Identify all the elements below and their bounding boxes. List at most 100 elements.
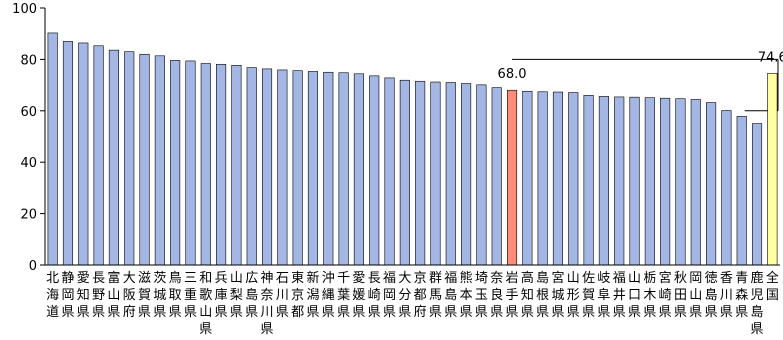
bar-宮崎県	[660, 97, 671, 266]
bar-鹿児島県	[751, 123, 763, 266]
category-label: 沖縄県	[322, 271, 335, 320]
category-label: 茨城県	[153, 271, 166, 320]
category-label: 宮崎県	[659, 270, 672, 320]
category-label: 富山県	[107, 270, 120, 320]
bar-沖縄県	[323, 71, 334, 266]
category-label: 神奈川県	[261, 271, 274, 337]
bar-福井県	[614, 96, 625, 266]
category-labels: 北海道静岡県愛知県長野県富山県大阪府滋賀県茨城県鳥取県三重県和歌山県兵庫県山梨県…	[46, 270, 779, 337]
bar-岐阜県	[598, 96, 609, 266]
bar-青森県	[736, 116, 747, 266]
data-label: 68.0	[498, 67, 527, 82]
y-tick-label: 20	[20, 208, 37, 223]
bar-石川県	[277, 69, 288, 266]
category-label: 奈良県	[490, 271, 503, 320]
category-label: 千葉県	[337, 271, 350, 320]
category-label: 岩手県	[506, 271, 519, 320]
bar-山口県	[629, 96, 640, 266]
category-label: 宮城県	[551, 270, 564, 320]
category-label: 島根県	[536, 271, 549, 320]
bar-長野県	[93, 45, 104, 266]
bar-福島県	[445, 82, 456, 266]
bar-埼玉県	[476, 84, 487, 266]
category-label: 兵庫県	[215, 271, 228, 320]
category-label: 福岡県	[383, 271, 396, 320]
category-label: 福井県	[613, 271, 626, 320]
bar-大分県	[399, 79, 410, 266]
category-label: 静岡県	[61, 271, 74, 320]
bar-愛知県	[78, 42, 89, 266]
category-label: 秋田県	[674, 271, 687, 320]
bar-愛媛県	[353, 73, 364, 266]
category-label: 鳥取県	[169, 271, 182, 320]
category-label: 愛媛県	[352, 271, 365, 320]
category-label: 福島県	[444, 271, 457, 320]
category-label: 長野県	[92, 271, 105, 320]
category-label: 群馬県	[429, 271, 442, 320]
data-labels: 68.0 74.6	[498, 50, 783, 82]
bar-東京都	[292, 70, 303, 266]
bar-長崎県	[369, 75, 380, 266]
category-label: 熊本県	[460, 270, 473, 320]
bar-宮城県	[552, 91, 564, 266]
category-label: 佐賀県	[582, 271, 595, 320]
y-axis-ticks: 0 20 40 60 80 100	[12, 2, 45, 274]
bar-福岡県	[384, 77, 395, 266]
bar-徳島県	[706, 102, 717, 266]
category-label: 栃木県	[643, 271, 656, 320]
bar-新潟県	[307, 71, 319, 266]
bar-山形県	[568, 92, 579, 266]
category-label: 徳島県	[705, 271, 718, 320]
bar-山梨県	[231, 65, 242, 266]
bar-兵庫県	[216, 63, 227, 266]
bar-滋賀県	[139, 53, 150, 266]
category-label: 山梨県	[230, 271, 243, 320]
category-label: 香川県	[720, 271, 733, 320]
bars	[47, 32, 778, 266]
y-tick-label: 60	[20, 105, 37, 120]
category-label: 新潟県	[306, 270, 319, 320]
bar-静岡県	[62, 41, 74, 266]
bar-千葉県	[338, 72, 349, 266]
bar-香川県	[721, 110, 732, 266]
category-label: 三重県	[184, 271, 197, 320]
category-label: 和歌山県	[199, 271, 212, 337]
bar-岡山県	[690, 99, 701, 266]
bar-島根県	[537, 91, 548, 266]
category-label: 長崎県	[368, 271, 381, 320]
bar-高知県	[522, 90, 533, 266]
category-label: 滋賀県	[138, 271, 151, 320]
category-label: 愛知県	[77, 271, 90, 320]
axes	[44, 8, 780, 266]
category-label: 大分県	[398, 271, 411, 320]
y-tick-label: 100	[12, 2, 37, 17]
bar-鳥取県	[170, 60, 181, 266]
category-label: 岡山県	[689, 271, 702, 320]
bar-全国	[767, 72, 778, 266]
data-label: 74.6	[758, 50, 783, 65]
y-tick-label: 80	[20, 53, 37, 68]
bar-佐賀県	[583, 95, 594, 266]
category-label: 山形県	[567, 271, 580, 320]
category-label: 石川県	[276, 271, 289, 320]
category-label: 山口県	[628, 271, 641, 320]
category-label: 北海道	[46, 271, 59, 320]
bar-栃木県	[644, 97, 655, 266]
y-tick-label: 0	[29, 259, 37, 274]
category-label: 鹿児島県	[751, 270, 764, 337]
category-label: 青森県	[735, 271, 748, 320]
category-label: 全国	[766, 270, 779, 303]
category-label: 高知県	[521, 270, 534, 320]
category-label: 東京都	[291, 270, 304, 320]
category-label: 広島県	[245, 271, 258, 320]
bar-岩手県	[506, 89, 518, 266]
bar-北海道	[47, 32, 58, 266]
category-label: 大阪府	[123, 271, 136, 320]
y-tick-label: 40	[20, 156, 37, 171]
category-label: 岐阜県	[597, 271, 610, 320]
category-label: 埼玉県	[475, 271, 488, 320]
bar-広島県	[246, 67, 257, 266]
bar-奈良県	[491, 87, 502, 266]
bar-大阪府	[124, 51, 135, 266]
